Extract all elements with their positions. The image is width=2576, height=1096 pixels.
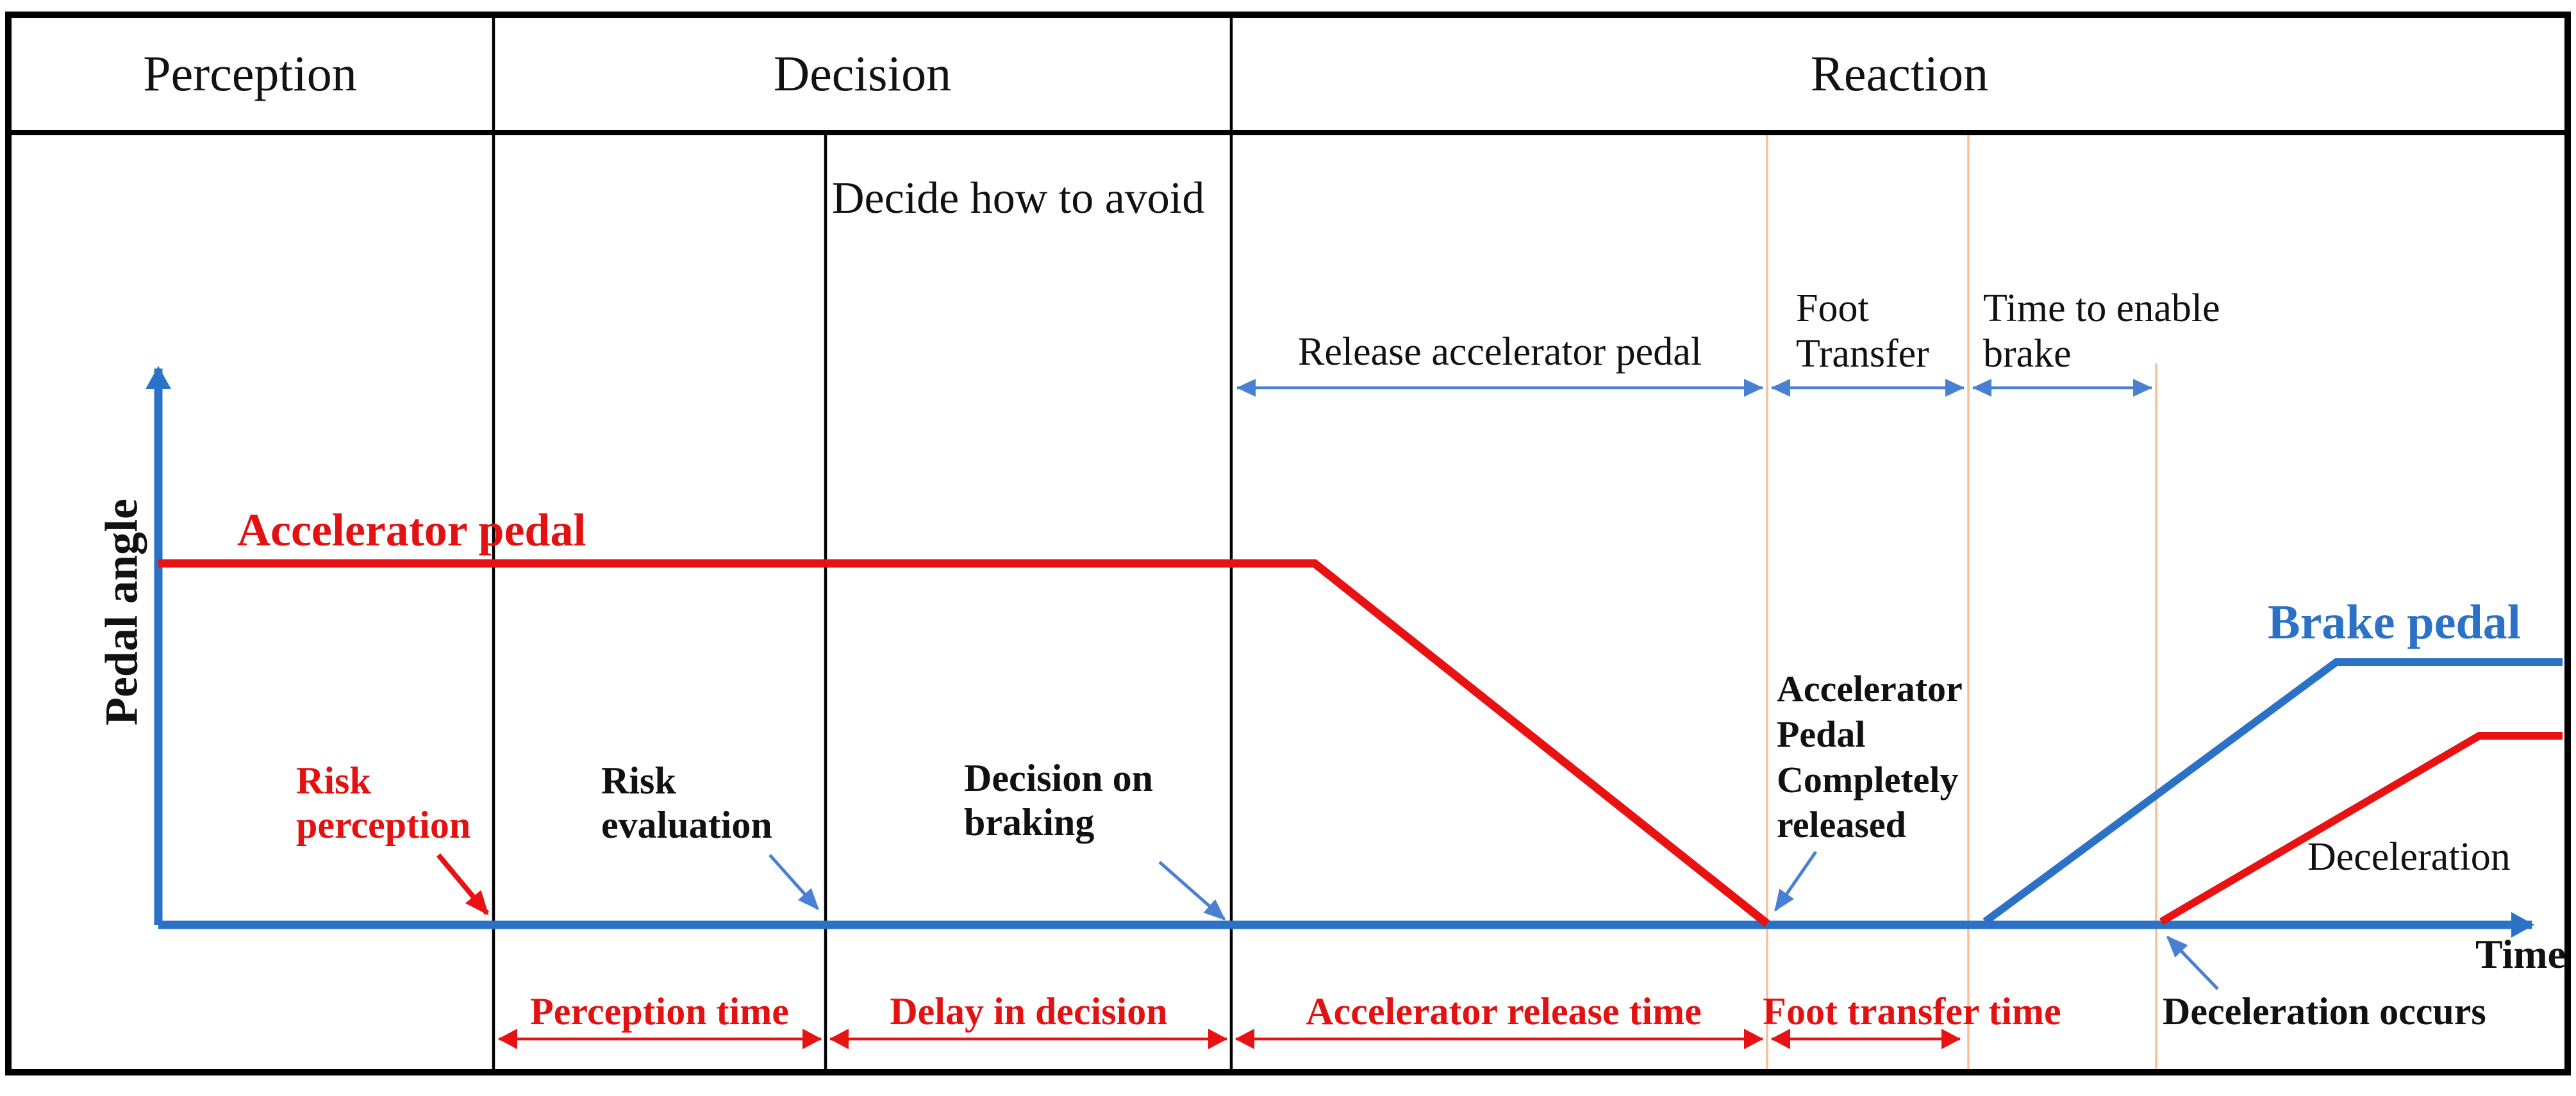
release-accelerator-label: Release accelerator pedal (1298, 330, 1702, 374)
deceleration-line (2159, 732, 2563, 926)
outer-border (5, 12, 2571, 1075)
decide-how-to-avoid-label: Decide how to avoid (832, 174, 1205, 223)
deceleration-label: Deceleration (2307, 835, 2511, 879)
accelerator-pedal-line (158, 559, 1770, 927)
phase-header-reaction: Reaction (1810, 45, 1989, 101)
accelerator-pedal-label: Accelerator pedal (237, 504, 586, 556)
risk-evaluation-label: Risk evaluation (601, 760, 772, 846)
foot-transfer-time-label: Foot transfer time (1763, 990, 2061, 1033)
accelerator-release-time-label: Accelerator release time (1306, 990, 1702, 1033)
risk-perception-label: Risk perception (296, 760, 471, 846)
deceleration-occurs-label: Deceleration occurs (2163, 990, 2486, 1033)
pointer-arrow-accelerator-released (1774, 851, 1818, 912)
brake-pedal-label: Brake pedal (2268, 595, 2521, 649)
pointer-arrow-risk-evaluation (769, 854, 819, 911)
accelerator-completely-released-label: Accelerator Pedal Completely released (1777, 668, 1962, 846)
brake-pedal-line (1982, 658, 2563, 925)
time-to-enable-brake-label: Time to enable brake (1983, 286, 2220, 376)
x-axis-label: Time (2475, 931, 2566, 977)
y-axis-label: Pedal angle (96, 499, 147, 726)
pointer-arrow-decision-on-braking (1158, 861, 1226, 920)
pointer-arrow-deceleration-occurs (2166, 935, 2219, 990)
delay-in-decision-label: Delay in decision (890, 990, 1168, 1033)
pointer-arrow-risk-perception (436, 853, 490, 916)
phase-header-decision: Decision (773, 45, 952, 101)
decision-on-braking-label: Decision on braking (964, 757, 1154, 843)
phase-header-perception: Perception (143, 45, 357, 101)
foot-transfer-label: Foot Transfer (1796, 286, 1929, 376)
perception-time-label: Perception time (530, 990, 789, 1033)
